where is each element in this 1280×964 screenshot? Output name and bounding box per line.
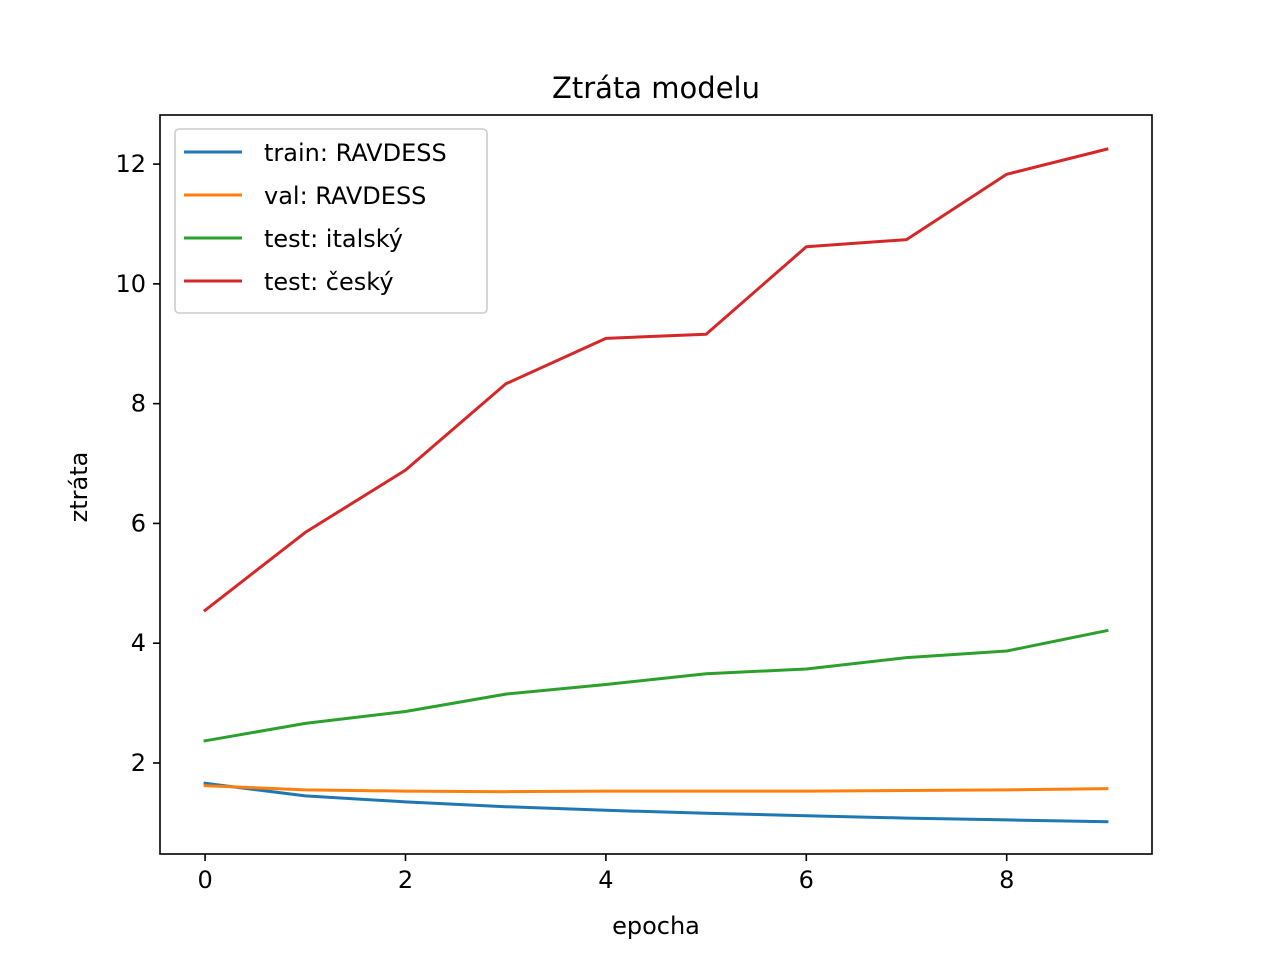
x-axis-label: epocha [612,912,700,940]
series-line-4 [202,147,1109,613]
y-tick-label: 8 [131,390,146,418]
plot-frame [159,114,1153,855]
x-tick-label: 6 [799,866,814,894]
legend-box [174,128,488,314]
series-line-2 [203,784,1109,794]
legend-label-1: train: RAVDESS [264,139,447,167]
legend-label-4: test: český [264,268,394,296]
axes-layer: 0 2 4 6 8 2 4 6 8 10 12 [115,114,1153,894]
legend-label-3: test: italský [264,225,403,253]
y-tick-label: 10 [115,270,146,298]
y-axis-label: ztráta [65,452,93,523]
legend-label-2: val: RAVDESS [264,182,426,210]
x-tick-label: 2 [398,866,413,894]
series-layer [202,147,1109,824]
series-line-3 [203,628,1109,743]
y-tick-label: 12 [115,150,146,178]
y-tick-label: 2 [131,749,146,777]
y-tick-label: 4 [131,629,146,657]
series-line-1 [203,781,1109,824]
x-tick-label: 0 [197,866,212,894]
x-tick-label: 8 [999,866,1014,894]
legend: train: RAVDESS val: RAVDESS test: italský t… [174,128,488,314]
x-tick-label: 4 [598,866,613,894]
y-tick-label: 6 [131,509,146,537]
chart-title: Ztráta modelu [552,71,760,105]
